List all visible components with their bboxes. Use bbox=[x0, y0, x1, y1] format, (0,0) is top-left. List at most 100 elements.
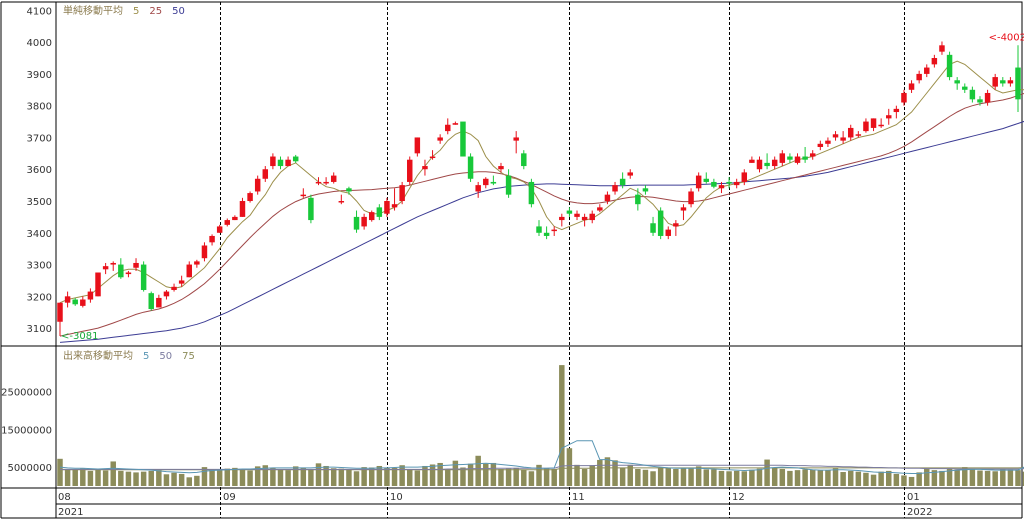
volume-bar bbox=[627, 464, 633, 486]
volume-bar bbox=[460, 467, 466, 486]
price-tick-label: 3300 bbox=[27, 261, 52, 272]
candle-body bbox=[102, 266, 109, 270]
candle-body bbox=[277, 159, 284, 167]
volume-bar bbox=[57, 458, 63, 486]
volume-bar bbox=[566, 448, 573, 486]
candle-body bbox=[741, 172, 748, 182]
price-tick-label: 3900 bbox=[27, 70, 52, 81]
candle-body bbox=[368, 212, 375, 221]
candle-body bbox=[140, 264, 147, 290]
candle-body bbox=[695, 175, 702, 189]
volume-bar bbox=[635, 469, 641, 486]
volume-bar bbox=[711, 469, 717, 486]
candle-body bbox=[148, 293, 154, 310]
volume-bar bbox=[749, 469, 755, 486]
candle-body bbox=[384, 201, 390, 214]
candle-body bbox=[308, 197, 314, 221]
candle-body bbox=[95, 272, 101, 297]
candle-body bbox=[346, 188, 352, 192]
candle-body bbox=[437, 137, 443, 141]
legend-period: 5 bbox=[143, 351, 149, 362]
month-label: 11 bbox=[572, 492, 585, 503]
candle-body bbox=[946, 54, 953, 78]
volume-bar bbox=[95, 469, 101, 486]
volume-bar bbox=[239, 469, 246, 486]
month-label: 12 bbox=[732, 492, 745, 503]
volume-bar bbox=[916, 472, 922, 486]
volume-bar bbox=[224, 468, 231, 486]
candle-body bbox=[353, 216, 360, 230]
candle-body bbox=[201, 245, 208, 259]
volume-bar bbox=[901, 475, 907, 486]
volume-bar bbox=[741, 471, 748, 486]
candle-body bbox=[916, 73, 922, 81]
candle-body bbox=[536, 226, 542, 233]
year-label: 2021 bbox=[58, 507, 83, 518]
month-label: 09 bbox=[223, 492, 236, 503]
candle-body bbox=[1007, 80, 1014, 84]
candle-body bbox=[832, 134, 839, 138]
volume-bar bbox=[954, 469, 960, 486]
volume-bar bbox=[376, 465, 383, 486]
candle-body bbox=[749, 159, 755, 163]
candle-body bbox=[962, 86, 968, 90]
candle-body bbox=[467, 156, 474, 179]
candle-body bbox=[597, 207, 603, 211]
volume-bar bbox=[384, 467, 390, 486]
volume-bar bbox=[87, 470, 94, 486]
price-tick-label: 3100 bbox=[27, 324, 52, 335]
volume-bar bbox=[536, 464, 542, 486]
volume-bar bbox=[216, 469, 223, 486]
volume-bar bbox=[490, 462, 497, 486]
volume-bar bbox=[483, 463, 489, 486]
x-axis-labels: 0809101112010220212022 bbox=[58, 492, 932, 518]
volume-bar bbox=[140, 471, 147, 486]
volume-bar bbox=[619, 467, 626, 486]
candle-body bbox=[414, 137, 421, 154]
price-tick-label: 3600 bbox=[27, 165, 52, 176]
candle-body bbox=[300, 194, 307, 197]
candle-body bbox=[422, 166, 428, 170]
volume-bar bbox=[977, 470, 983, 486]
candle-body bbox=[802, 156, 808, 160]
volume-bar bbox=[186, 477, 192, 486]
volume-bar bbox=[277, 469, 284, 486]
volume-bar bbox=[847, 470, 854, 486]
volume-bar bbox=[232, 467, 238, 486]
volume-bar bbox=[764, 459, 770, 486]
volume-bar bbox=[429, 464, 436, 486]
candle-body bbox=[171, 286, 177, 290]
volume-bar bbox=[475, 455, 481, 486]
candle-body bbox=[589, 213, 595, 221]
candle-body bbox=[718, 185, 725, 189]
volume-bar bbox=[368, 467, 375, 486]
price-ma-lines bbox=[59, 60, 1024, 343]
candle-body bbox=[673, 223, 679, 227]
volume-bar bbox=[962, 467, 968, 486]
candle-body bbox=[703, 178, 710, 182]
candle-body bbox=[483, 178, 489, 186]
volume-bar bbox=[825, 470, 831, 486]
candle-body bbox=[57, 302, 63, 322]
volume-bar bbox=[969, 469, 976, 486]
volume-bar bbox=[247, 470, 253, 486]
volume-bar bbox=[551, 469, 557, 486]
candle-body bbox=[163, 291, 170, 297]
candle-body bbox=[612, 185, 618, 192]
candle-body bbox=[931, 58, 938, 65]
price-ma-5-line bbox=[59, 60, 1024, 304]
volume-bar bbox=[931, 470, 938, 486]
candlesticks bbox=[57, 41, 1021, 337]
volume-bar bbox=[695, 466, 702, 486]
candle-body bbox=[194, 261, 200, 265]
candle-body bbox=[733, 181, 740, 186]
volume-bar bbox=[178, 473, 185, 486]
candle-body bbox=[726, 181, 732, 184]
volume-bar bbox=[148, 470, 154, 486]
candle-body bbox=[361, 216, 367, 227]
volume-bar bbox=[422, 465, 428, 486]
volume-bar bbox=[924, 469, 930, 486]
candle-body bbox=[847, 127, 854, 138]
volume-bar bbox=[604, 457, 611, 486]
